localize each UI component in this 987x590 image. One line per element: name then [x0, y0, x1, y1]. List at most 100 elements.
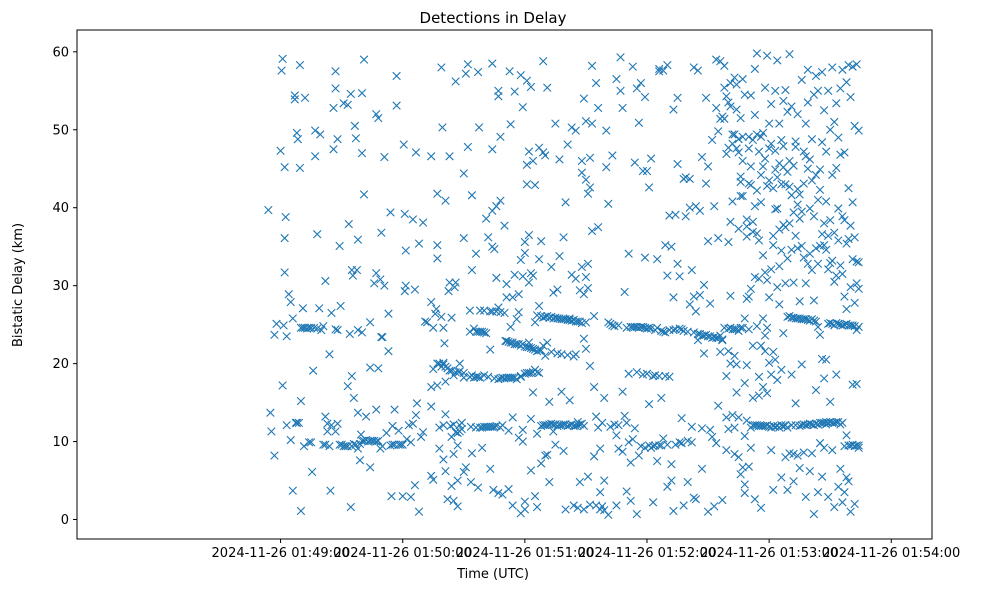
data-point-marker	[453, 441, 462, 450]
data-point-marker	[669, 105, 678, 114]
data-point-marker	[555, 251, 564, 261]
data-point-marker	[386, 208, 395, 217]
data-point-marker	[779, 141, 788, 151]
data-point-marker	[807, 134, 817, 144]
data-point-marker	[821, 147, 831, 156]
data-point-marker	[429, 323, 438, 332]
data-point-marker	[695, 290, 705, 300]
data-point-marker	[435, 423, 444, 432]
data-point-marker	[738, 156, 747, 166]
data-point-marker	[374, 364, 383, 373]
data-point-marker	[518, 102, 528, 112]
data-point-marker	[309, 323, 319, 332]
data-point-marker	[467, 449, 477, 458]
data-point-marker	[563, 350, 572, 360]
data-point-marker	[691, 307, 701, 316]
data-point-marker	[714, 127, 723, 136]
data-point-marker	[817, 138, 827, 147]
data-point-marker	[718, 336, 727, 345]
data-point-marker	[510, 270, 519, 279]
data-point-marker	[335, 241, 344, 251]
data-point-marker	[813, 86, 823, 95]
data-point-marker	[828, 63, 837, 72]
data-point-marker	[612, 431, 621, 440]
data-point-marker	[846, 507, 855, 516]
data-point-marker	[465, 327, 475, 336]
data-point-marker	[608, 151, 617, 160]
data-point-marker	[382, 428, 391, 438]
data-point-marker	[577, 168, 587, 177]
data-point-marker	[439, 323, 448, 332]
data-point-marker	[673, 93, 682, 103]
data-point-marker	[828, 170, 837, 180]
data-point-marker	[726, 217, 735, 226]
data-point-marker	[498, 373, 507, 382]
data-point-marker	[809, 316, 819, 325]
data-point-marker	[826, 318, 835, 328]
data-point-marker	[433, 189, 442, 198]
data-point-marker	[526, 82, 536, 92]
data-point-marker	[842, 473, 851, 482]
data-point-marker	[524, 278, 534, 287]
data-point-marker	[783, 485, 792, 495]
data-point-marker	[398, 440, 407, 449]
data-point-marker	[848, 254, 857, 264]
data-point-marker	[648, 498, 658, 507]
data-point-marker	[459, 467, 468, 477]
data-point-marker	[506, 322, 515, 332]
data-point-marker	[769, 421, 778, 431]
data-point-marker	[754, 372, 764, 382]
data-point-marker	[563, 140, 572, 149]
data-point-marker	[522, 76, 532, 85]
data-point-marker	[787, 421, 796, 430]
data-point-marker	[779, 96, 788, 106]
data-point-marker	[801, 279, 810, 288]
data-point-marker	[506, 373, 515, 382]
data-point-marker	[571, 126, 580, 135]
data-point-marker	[811, 71, 821, 81]
data-point-marker	[292, 418, 302, 428]
data-point-marker	[758, 251, 768, 260]
data-point-marker	[278, 54, 287, 64]
data-point-marker	[736, 470, 745, 479]
x-tick-label: 2024-11-26 01:49:00	[212, 546, 350, 561]
data-point-marker	[738, 74, 747, 84]
data-point-marker	[740, 488, 749, 498]
data-point-marker	[557, 387, 566, 396]
data-point-marker	[832, 271, 841, 280]
data-point-marker	[451, 278, 460, 287]
data-point-marker	[427, 297, 436, 307]
data-point-marker	[773, 56, 782, 65]
data-point-marker	[821, 355, 831, 364]
data-point-marker	[310, 152, 320, 161]
data-point-marker	[675, 438, 684, 447]
data-point-marker	[687, 265, 696, 275]
data-point-marker	[742, 232, 751, 241]
data-point-marker	[773, 204, 782, 213]
data-point-marker	[567, 123, 576, 132]
data-point-marker	[805, 155, 815, 164]
data-point-marker	[447, 313, 456, 322]
data-point-marker	[811, 244, 821, 253]
data-point-marker	[730, 449, 739, 459]
data-point-marker	[365, 463, 375, 472]
data-point-marker	[583, 472, 593, 481]
data-point-marker	[569, 501, 578, 510]
data-point-marker	[840, 148, 849, 157]
data-point-marker	[500, 308, 509, 318]
data-point-marker	[280, 233, 289, 243]
data-point-marker	[559, 233, 568, 242]
data-point-marker	[726, 291, 735, 300]
data-point-marker	[341, 442, 350, 451]
data-point-marker	[840, 488, 849, 497]
data-point-marker	[439, 421, 448, 430]
data-point-marker	[581, 344, 591, 353]
data-point-marker	[471, 423, 481, 432]
data-point-marker	[538, 56, 548, 66]
data-point-marker	[541, 351, 550, 361]
data-point-marker	[791, 231, 800, 240]
data-point-marker	[433, 254, 442, 263]
data-point-marker	[793, 200, 802, 209]
data-point-marker	[401, 246, 410, 255]
data-point-marker	[432, 304, 441, 314]
